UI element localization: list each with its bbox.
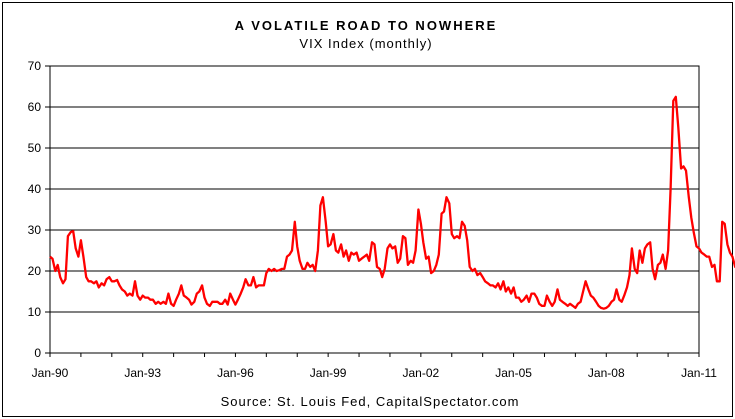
chart-title: A VOLATILE ROAD TO NOWHERE: [235, 18, 498, 33]
y-tick-label: 30: [28, 223, 42, 237]
y-tick-label: 20: [28, 264, 42, 278]
x-tick-label: Jan-11: [681, 366, 717, 380]
x-tick-label: Jan-08: [588, 366, 625, 380]
x-tick-label: Jan-90: [32, 366, 69, 380]
x-tick-label: Jan-96: [217, 366, 254, 380]
y-axis: 0 10 20 30 40 50 60 70: [28, 59, 50, 360]
x-tick-label: Jan-93: [124, 366, 161, 380]
chart-source: Source: St. Louis Fed, CapitalSpectator.…: [221, 394, 520, 409]
chart-subtitle: VIX Index (monthly): [299, 36, 432, 51]
x-tick-label: Jan-99: [310, 366, 347, 380]
plot-area: [49, 65, 700, 354]
y-tick-label: 70: [28, 59, 42, 73]
y-tick-label: 0: [34, 346, 41, 360]
y-tick-label: 10: [28, 305, 42, 319]
y-tick-label: 40: [28, 182, 42, 196]
x-tick-label: Jan-05: [495, 366, 532, 380]
series-line-vix: [49, 95, 735, 310]
y-tick-label: 50: [28, 141, 42, 155]
x-axis: Jan-90 Jan-93 Jan-96 Jan-99 Jan-02 Jan-05 Jan-…: [32, 353, 717, 380]
y-tick-label: 60: [28, 100, 42, 114]
x-tick-label: Jan-02: [403, 366, 440, 380]
gridlines: [50, 106, 699, 313]
